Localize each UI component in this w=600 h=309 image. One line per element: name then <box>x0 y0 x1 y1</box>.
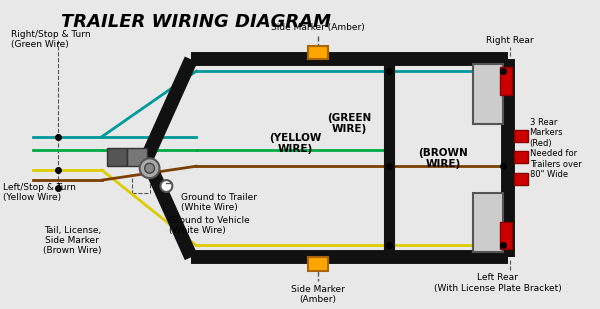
Text: (BROWN
WIRE): (BROWN WIRE) <box>419 147 469 169</box>
Text: Ground to Trailer
(White Wire): Ground to Trailer (White Wire) <box>181 193 257 212</box>
Text: Right/Stop & Turn
(Green Wire): Right/Stop & Turn (Green Wire) <box>11 30 91 49</box>
Circle shape <box>145 163 155 173</box>
Text: Left Rear
(With License Plate Bracket): Left Rear (With License Plate Bracket) <box>434 273 562 293</box>
Bar <box>500 67 512 95</box>
Text: Left/Stop & Turn
(Yellow Wire): Left/Stop & Turn (Yellow Wire) <box>3 183 76 202</box>
Bar <box>514 151 527 163</box>
Bar <box>514 130 527 142</box>
Text: (YELLOW
WIRE): (YELLOW WIRE) <box>269 133 321 154</box>
Text: Right Rear: Right Rear <box>486 36 533 44</box>
Text: (GREEN
WIRE): (GREEN WIRE) <box>328 113 371 134</box>
Bar <box>308 45 328 59</box>
Text: 3 Rear
Markers
(Red)
Needed for
Trailers over
80" Wide: 3 Rear Markers (Red) Needed for Trailers… <box>530 118 581 179</box>
Bar <box>107 148 127 166</box>
Text: Ground to Vehicle
(White Wire): Ground to Vehicle (White Wire) <box>169 216 250 235</box>
Bar <box>127 148 146 166</box>
Text: Side Marker (Amber): Side Marker (Amber) <box>271 23 365 32</box>
Bar <box>514 173 527 185</box>
Bar <box>473 64 503 124</box>
Circle shape <box>160 180 172 192</box>
Bar <box>308 257 328 271</box>
Text: Side Marker
(Amber): Side Marker (Amber) <box>291 285 345 304</box>
Bar <box>473 193 503 252</box>
Circle shape <box>140 158 160 178</box>
Text: Tail, License,
Side Marker
(Brown Wire): Tail, License, Side Marker (Brown Wire) <box>43 226 101 256</box>
Bar <box>500 222 512 249</box>
Text: TRAILER WIRING DIAGRAM: TRAILER WIRING DIAGRAM <box>61 13 331 31</box>
